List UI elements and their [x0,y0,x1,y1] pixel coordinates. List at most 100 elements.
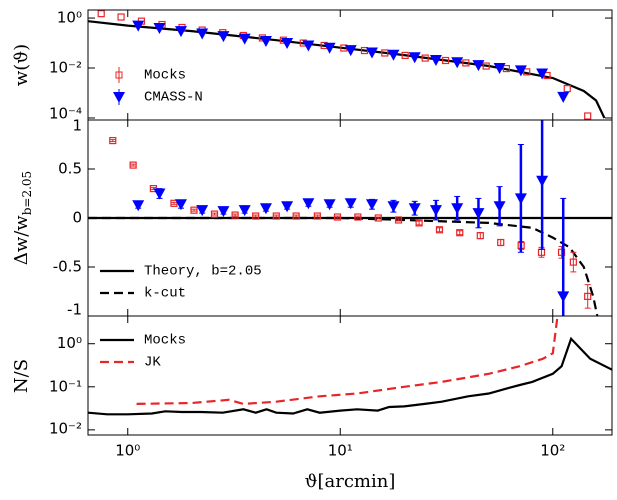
marker [117,13,125,21]
marker [401,51,409,59]
marker [252,212,260,220]
y-axis-label: Δw/wb=2.05 [11,171,34,265]
marker [344,198,357,210]
marker [476,232,484,240]
x-axis-label: ϑ[arcmin] [305,471,396,492]
plot-area [88,10,606,120]
plot-area [88,120,612,316]
marker [536,68,549,80]
marker [259,203,272,215]
marker [415,219,423,227]
marker [514,65,527,77]
y-tick-label: 0 [72,209,82,227]
marker [374,214,382,222]
y-label-sub: b=2.05 [20,171,34,215]
y-tick-label: 10⁻² [49,59,82,77]
marker [482,62,490,70]
marker [217,31,230,43]
y-tick-label: 10⁻¹ [49,377,82,395]
y-axis-label: N/S [11,359,32,393]
marker [132,200,145,212]
x-tick-label: 10² [540,442,565,460]
marker [408,52,421,64]
marker [323,199,336,211]
marker [196,28,209,40]
marker [281,201,294,213]
series-line [136,317,559,406]
marker [272,212,280,220]
marker [435,226,444,234]
marker [557,291,570,303]
marker [153,22,166,34]
x-tick-label: 10⁰ [115,442,140,460]
marker [472,60,485,72]
marker [421,54,429,62]
marker [365,47,378,59]
panel-frame [87,315,613,436]
marker [313,212,321,220]
marker [514,193,527,205]
marker [429,205,442,217]
marker [238,33,251,45]
marker [153,188,166,200]
marker [365,199,378,211]
marker [569,258,577,266]
marker [441,56,450,65]
marker [584,112,592,120]
marker [451,203,464,215]
marker [238,205,251,217]
marker [344,45,357,57]
marker [132,20,145,32]
marker [231,211,239,219]
marker [354,213,362,221]
y-tick-label: 10⁻² [49,420,82,438]
y-tick-label: 10⁰ [57,9,82,27]
marker [497,238,505,247]
marker [563,84,571,93]
y-tick-label: 10⁻⁴ [49,105,82,123]
y-tick-label: 0.5 [58,160,82,178]
marker [408,203,421,215]
marker [523,68,531,76]
marker [302,198,315,210]
y-tick-label: -1 [67,301,82,319]
marker [493,201,506,213]
legend-label: Theory, b=2.05 [144,264,262,280]
marker [210,210,219,218]
y-axis-label: w(ϑ) [11,44,32,86]
marker [451,57,464,69]
marker [302,40,315,52]
legend-label: Mocks [144,68,186,84]
legend-label: k-cut [144,286,186,302]
marker [360,46,369,55]
marker [292,212,300,220]
legend-label: Mocks [144,333,186,349]
legend-label: JK [144,355,161,371]
marker [333,213,342,221]
marker [462,59,470,67]
marker [97,10,105,18]
marker [536,175,549,187]
marker [584,292,592,300]
series-line [88,336,612,416]
marker [170,199,178,207]
marker [323,42,336,54]
plot-area [88,317,612,416]
y-label-main: Δw/w [11,215,32,265]
marker [493,63,506,75]
marker [129,161,137,169]
marker [190,206,198,214]
marker [502,64,510,73]
y-tick-label: -0.5 [53,258,82,276]
series-line [88,20,606,119]
y-tick-label: 10⁰ [57,334,82,352]
marker [387,49,400,61]
marker [429,54,442,66]
marker [456,229,464,237]
marker [557,91,570,103]
x-tick-label: 10¹ [328,442,353,460]
marker [259,36,272,48]
y-tick-label: 1 [72,117,82,135]
